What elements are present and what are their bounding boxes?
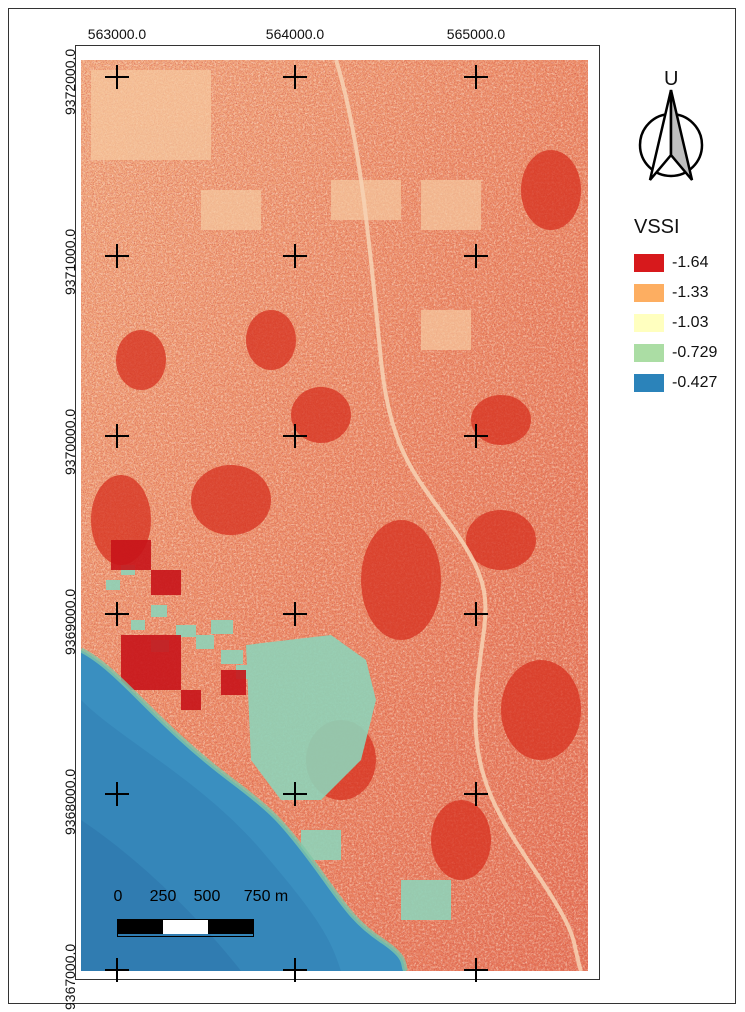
- graticule-cross-icon: [464, 424, 488, 448]
- graticule-cross-icon: [464, 244, 488, 268]
- scale-segment: [163, 920, 208, 934]
- legend-label: -0.427: [672, 374, 718, 391]
- scale-tick-label: 750 m: [243, 888, 289, 905]
- scale-tick-label: 500: [193, 888, 221, 905]
- legend-label: -1.33: [672, 284, 709, 301]
- x-axis-label: 565000.0: [446, 26, 506, 42]
- y-axis-label: 9367000.0: [62, 943, 78, 1010]
- north-arrow-icon: [638, 89, 704, 181]
- legend-item: -0.729: [634, 343, 717, 363]
- x-axis-label: 563000.0: [87, 26, 147, 42]
- north-arrow-letter: U: [664, 68, 679, 90]
- vssi-raster-map[interactable]: [81, 60, 588, 971]
- scale-segment: [118, 920, 163, 934]
- legend-swatch: [634, 344, 664, 362]
- graticule-cross-icon: [283, 958, 307, 982]
- legend-swatch: [634, 374, 664, 392]
- y-axis-label: 9371000.0: [62, 228, 78, 295]
- x-axis-label: 564000.0: [265, 26, 325, 42]
- graticule-cross-icon: [105, 958, 129, 982]
- scale-bar: [117, 919, 254, 937]
- legend-item: -1.03: [634, 313, 708, 333]
- outer-frame: [8, 8, 736, 1004]
- y-axis-label: 9368000.0: [62, 768, 78, 835]
- map-frame: [75, 45, 600, 980]
- legend-swatch: [634, 314, 664, 332]
- legend-swatch: [634, 284, 664, 302]
- legend-item: -1.64: [634, 253, 708, 273]
- scale-tick-label: 250: [149, 888, 177, 905]
- legend-label: -1.64: [672, 254, 709, 271]
- legend-item: -1.33: [634, 283, 708, 303]
- graticule-cross-icon: [105, 782, 129, 806]
- y-axis-label: 9369000.0: [62, 588, 78, 655]
- map-raster: [81, 60, 588, 971]
- scale-tick-label: 0: [113, 888, 123, 905]
- scale-segment: [208, 920, 253, 934]
- graticule-cross-icon: [464, 782, 488, 806]
- graticule-cross-icon: [283, 782, 307, 806]
- graticule-cross-icon: [283, 424, 307, 448]
- graticule-cross-icon: [464, 958, 488, 982]
- graticule-cross-icon: [464, 602, 488, 626]
- y-axis-label: 9372000.0: [62, 48, 78, 115]
- legend-label: -1.03: [672, 314, 709, 331]
- graticule-cross-icon: [105, 424, 129, 448]
- graticule-cross-icon: [283, 65, 307, 89]
- graticule-cross-icon: [105, 65, 129, 89]
- legend-swatch: [634, 254, 664, 272]
- graticule-cross-icon: [105, 244, 129, 268]
- graticule-cross-icon: [283, 244, 307, 268]
- graticule-cross-icon: [105, 602, 129, 626]
- legend-label: -0.729: [672, 344, 718, 361]
- legend-item: -0.427: [634, 373, 717, 393]
- graticule-cross-icon: [464, 65, 488, 89]
- y-axis-label: 9370000.0: [62, 408, 78, 475]
- legend-title: VSSI: [634, 216, 680, 238]
- graticule-cross-icon: [283, 602, 307, 626]
